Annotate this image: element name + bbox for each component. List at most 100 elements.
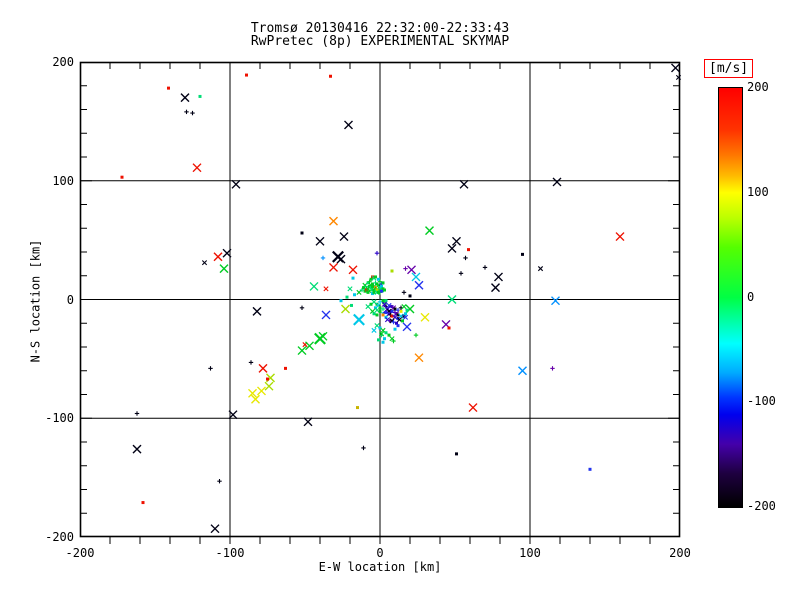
scatter-point	[180, 93, 190, 103]
colorbar-tick-label: 200	[747, 80, 769, 94]
scatter-point	[231, 179, 241, 189]
plot-frame	[79, 61, 682, 544]
scatter-point	[251, 394, 260, 404]
scatter-point	[374, 250, 380, 256]
scatter-point	[297, 346, 307, 356]
scatter-point	[403, 266, 408, 271]
scatter-point	[184, 109, 189, 115]
scatter-point	[390, 314, 394, 318]
scatter-point	[299, 305, 305, 311]
scatter-point	[459, 179, 469, 189]
scatter-point	[347, 286, 353, 292]
scatter-point	[378, 306, 382, 310]
scatter-point	[318, 331, 328, 341]
scatter-point	[345, 295, 349, 299]
scatter-point	[588, 467, 592, 471]
scatter-point	[141, 501, 145, 505]
scatter-point	[341, 304, 350, 314]
scatter-point	[425, 226, 434, 236]
x-tick-label: -200	[65, 546, 95, 560]
scatter-point	[257, 386, 266, 396]
plot-title: Tromsø 20130416 22:32:00-22:33:43 RwPret…	[80, 22, 680, 48]
scatter-point	[447, 326, 451, 330]
scatter-points-layer	[120, 63, 682, 534]
scatter-point	[309, 281, 319, 291]
scatter-point	[390, 269, 394, 273]
scatter-point	[482, 265, 488, 270]
scatter-point	[210, 524, 220, 534]
scatter-point	[198, 94, 202, 98]
scatter-point	[371, 282, 374, 286]
scatter-point	[401, 290, 407, 295]
scatter-point	[366, 288, 373, 294]
x-tick-label: -100	[215, 546, 245, 560]
scatter-point	[248, 360, 254, 365]
scatter-point	[537, 266, 544, 272]
scatter-point	[399, 309, 403, 313]
scatter-point	[372, 290, 376, 294]
y-tick-label: 0	[66, 292, 74, 307]
scatter-point	[336, 254, 346, 264]
plot-title-line2: RwPretec (8p) EXPERIMENTAL SKYMAP	[250, 34, 510, 49]
scatter-point	[381, 313, 385, 317]
scatter-point	[303, 417, 313, 427]
scatter-point	[393, 307, 397, 311]
scatter-point	[228, 410, 238, 420]
scatter-point	[245, 73, 248, 77]
scatter-point	[208, 366, 213, 371]
scatter-point	[447, 243, 457, 253]
scatter-point	[362, 286, 365, 290]
scatter-point	[401, 304, 407, 310]
scatter-point	[356, 406, 359, 410]
scatter-point	[365, 304, 371, 310]
scatter-point	[387, 333, 391, 337]
scatter-point	[320, 255, 326, 261]
scatter-point	[384, 315, 388, 319]
scatter-point	[134, 411, 140, 416]
scatter-point	[396, 313, 400, 317]
scatter-point	[248, 388, 257, 398]
scatter-point	[551, 296, 560, 306]
scatter-point	[365, 286, 371, 292]
scatter-point	[420, 312, 430, 322]
x-tick-label: 200	[669, 546, 691, 560]
scatter-point	[380, 327, 386, 333]
scatter-point	[258, 363, 268, 373]
scatter-point	[374, 306, 377, 310]
scatter-point	[371, 327, 377, 333]
scatter-point	[348, 265, 358, 275]
colorbar-tick-label: 100	[747, 184, 769, 199]
scatter-point	[167, 86, 170, 90]
scatter-point	[356, 289, 362, 295]
scatter-point	[521, 252, 524, 256]
scatter-point	[190, 110, 195, 116]
scatter-point	[213, 252, 223, 262]
scatter-point	[447, 295, 457, 304]
scatter-point	[222, 248, 232, 258]
scatter-point	[411, 272, 421, 282]
scatter-point	[374, 307, 380, 313]
scatter-point	[402, 314, 409, 320]
scatter-point	[491, 283, 500, 293]
scatter-point	[350, 303, 353, 307]
colorbar	[718, 87, 743, 508]
scatter-point	[408, 294, 412, 298]
x-tick-label: 0	[376, 546, 384, 560]
scatter-point	[494, 272, 503, 282]
scatter-point	[383, 288, 386, 292]
scatter-point	[384, 331, 388, 335]
scatter-point	[300, 231, 304, 235]
scatter-point	[377, 338, 380, 342]
scatter-point	[671, 63, 680, 73]
scatter-point	[550, 366, 555, 371]
scatter-point	[378, 326, 382, 330]
scatter-point	[384, 311, 388, 315]
scatter-point	[675, 74, 682, 81]
scatter-point	[384, 317, 391, 323]
scatter-point	[339, 232, 349, 242]
scatter-point	[396, 317, 403, 323]
scatter-point	[371, 299, 377, 305]
scatter-point	[377, 277, 380, 281]
scatter-point	[375, 313, 379, 317]
scatter-point	[361, 445, 366, 451]
